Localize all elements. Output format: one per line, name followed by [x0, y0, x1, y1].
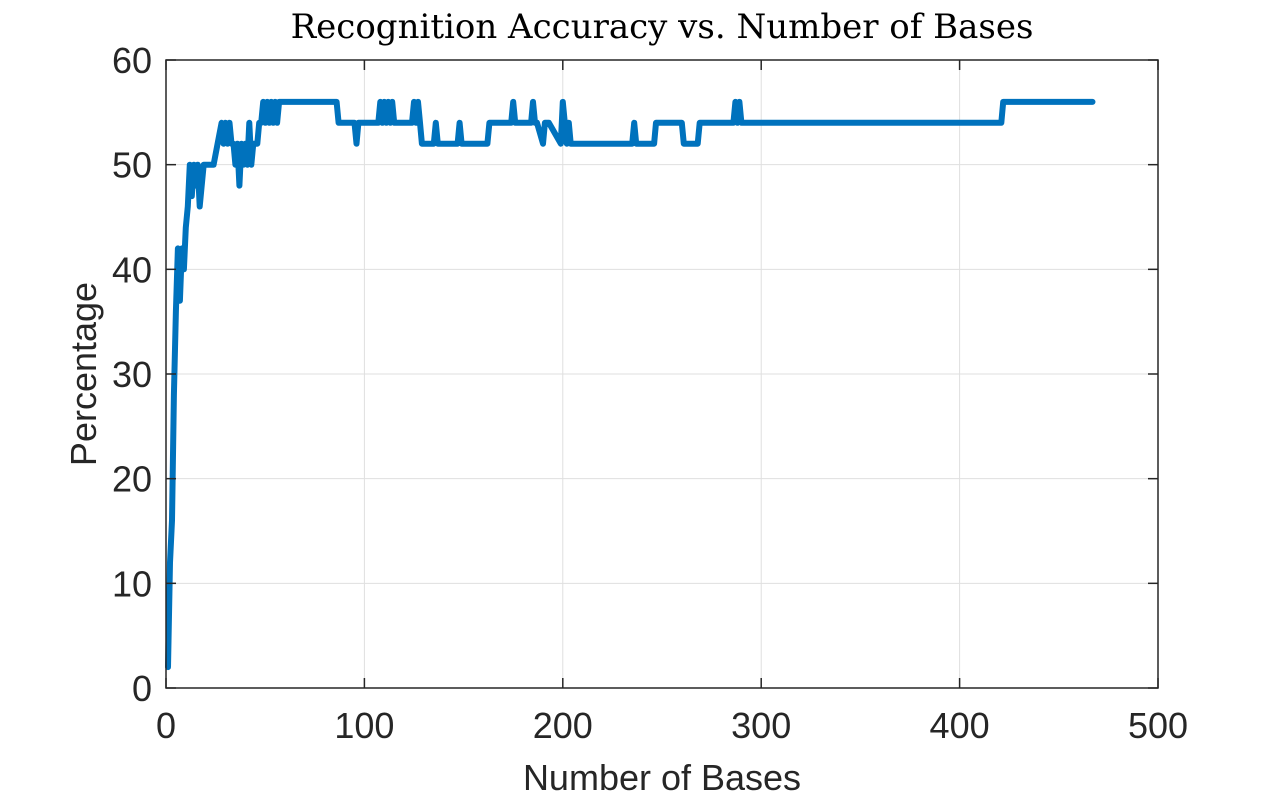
y-tick-label: 60 [112, 40, 152, 81]
y-axis-ticks: 0 10 20 30 40 50 60 [112, 40, 1158, 709]
x-tick-label: 0 [156, 705, 176, 746]
y-tick-label: 10 [112, 563, 152, 604]
y-tick-label: 40 [112, 249, 152, 290]
x-tick-label: 500 [1128, 705, 1188, 746]
y-tick-label: 0 [132, 668, 152, 709]
chart-title: Recognition Accuracy vs. Number of Bases [291, 7, 1034, 47]
y-tick-label: 50 [112, 145, 152, 186]
x-axis-label: Number of Bases [523, 757, 801, 798]
x-tick-label: 200 [533, 705, 593, 746]
x-tick-label: 100 [334, 705, 394, 746]
x-tick-label: 400 [930, 705, 990, 746]
y-tick-label: 20 [112, 459, 152, 500]
series-line-group [165, 98, 1096, 671]
y-axis-label: Percentage [63, 282, 104, 466]
y-tick-label: 30 [112, 354, 152, 395]
x-axis-ticks: 0 100 200 300 400 500 [156, 60, 1188, 746]
series-line [165, 98, 1096, 671]
x-tick-label: 300 [731, 705, 791, 746]
